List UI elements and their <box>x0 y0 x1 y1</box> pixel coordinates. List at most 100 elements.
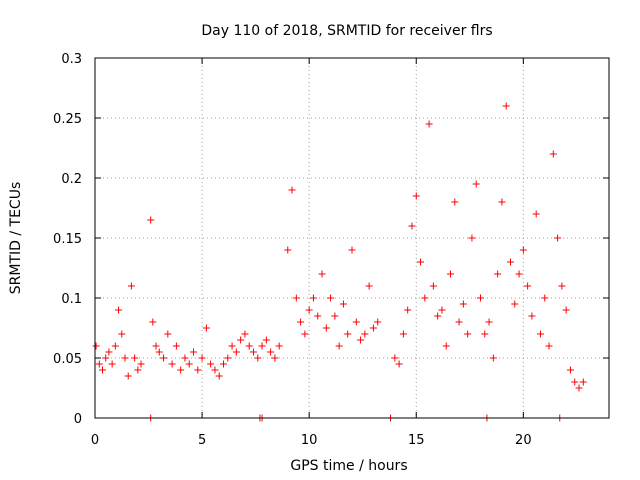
y-axis-label: SRMTID / TECUs <box>8 182 24 295</box>
y-tick-label: 0 <box>74 412 82 427</box>
data-point <box>434 312 442 320</box>
data-point <box>438 306 446 314</box>
data-point <box>121 354 129 362</box>
data-point <box>429 282 437 290</box>
data-point <box>262 336 270 344</box>
data-point <box>506 258 514 266</box>
data-point <box>168 360 176 368</box>
data-point <box>541 294 549 302</box>
data-point <box>131 354 139 362</box>
data-point <box>111 342 119 350</box>
data-point <box>558 282 566 290</box>
data-point <box>524 282 532 290</box>
data-point <box>365 282 373 290</box>
data-point <box>335 342 343 350</box>
data-point <box>108 360 116 368</box>
data-point <box>515 270 523 278</box>
data-point <box>134 366 142 374</box>
data-point <box>357 336 365 344</box>
chart-title: Day 110 of 2018, SRMTID for receiver flr… <box>201 23 492 39</box>
data-point <box>172 342 180 350</box>
data-point <box>408 222 416 230</box>
x-tick-label: 0 <box>91 433 99 448</box>
data-point <box>472 180 480 188</box>
data-point <box>241 330 249 338</box>
data-point <box>502 102 510 110</box>
data-point <box>519 246 527 254</box>
y-tick-label: 0.05 <box>53 352 82 367</box>
x-axis-label: GPS time / hours <box>290 458 407 474</box>
data-point <box>575 384 583 392</box>
data-point <box>224 354 232 362</box>
y-tick-label: 0.1 <box>61 292 82 307</box>
data-point <box>322 324 330 332</box>
data-point <box>442 342 450 350</box>
data-point <box>271 354 279 362</box>
data-point <box>98 366 106 374</box>
data-point <box>447 270 455 278</box>
data-point <box>536 330 544 338</box>
data-point <box>92 342 100 350</box>
data-point <box>455 318 463 326</box>
data-point <box>211 366 219 374</box>
data-point <box>314 312 322 320</box>
y-tick-label: 0.3 <box>61 52 82 67</box>
data-point <box>344 330 352 338</box>
data-point <box>254 354 262 362</box>
data-point <box>318 270 326 278</box>
data-point <box>215 372 223 380</box>
data-point <box>228 342 236 350</box>
data-point <box>190 348 198 356</box>
data-point <box>181 354 189 362</box>
data-point <box>374 318 382 326</box>
x-tick-label: 15 <box>408 433 425 448</box>
data-point <box>566 366 574 374</box>
data-point <box>511 300 519 308</box>
data-point <box>149 318 157 326</box>
data-point <box>391 354 399 362</box>
data-point <box>339 300 347 308</box>
tick-labels: 0 5 10 15 20 0 0.05 0.1 0.15 0.2 0.25 0.3 <box>53 52 532 448</box>
data-point <box>177 366 185 374</box>
data-point <box>164 330 172 338</box>
data-point <box>105 348 113 356</box>
data-point <box>498 198 506 206</box>
x-tick-label: 20 <box>515 433 532 448</box>
data-point <box>417 258 425 266</box>
data-point <box>412 192 420 200</box>
data-point <box>207 360 215 368</box>
data-point <box>194 366 202 374</box>
data-point <box>309 294 317 302</box>
x-tick-label: 5 <box>198 433 206 448</box>
data-point <box>137 360 145 368</box>
data-point <box>485 318 493 326</box>
data-point <box>155 348 163 356</box>
data-point <box>477 294 484 302</box>
y-tick-label: 0.15 <box>53 232 82 247</box>
data-point <box>245 342 253 350</box>
data-point <box>395 360 403 368</box>
data-point <box>481 330 489 338</box>
data-point <box>327 294 335 302</box>
data-point <box>562 306 570 314</box>
data-point <box>118 330 126 338</box>
data-point <box>549 150 557 158</box>
axis-ticks <box>94 57 609 419</box>
data-point <box>160 354 168 362</box>
data-points <box>92 102 587 422</box>
grid-lines <box>95 58 609 418</box>
data-point <box>554 234 562 242</box>
data-point <box>198 354 206 362</box>
data-point <box>284 246 292 254</box>
y-tick-label: 0.25 <box>53 112 82 127</box>
data-point <box>267 348 275 356</box>
data-point <box>468 234 476 242</box>
data-point <box>489 354 497 362</box>
data-point <box>305 306 313 314</box>
data-point <box>232 348 240 356</box>
data-point <box>352 318 360 326</box>
data-point <box>571 378 579 386</box>
data-point <box>404 306 412 314</box>
data-point <box>464 330 472 338</box>
